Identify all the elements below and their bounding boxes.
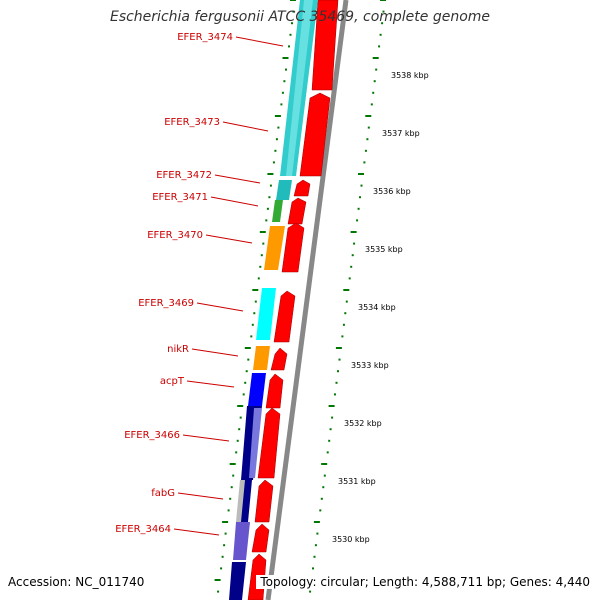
cog-block-navy-2 bbox=[241, 480, 252, 522]
scale-label-3530: 3530 kbp bbox=[332, 535, 370, 544]
cog-blocks bbox=[229, 0, 318, 600]
scale-label-3535: 3535 kbp bbox=[365, 245, 403, 254]
cog-block-aqua bbox=[256, 288, 276, 340]
gene-arrow bbox=[311, 0, 339, 91]
scale-label-3533: 3533 kbp bbox=[351, 361, 389, 370]
gene-arrow bbox=[273, 290, 296, 343]
gene-label-efer-3469: EFER_3469 bbox=[138, 298, 194, 309]
gene-label-nikr: nikR bbox=[167, 344, 189, 355]
gene-arrow bbox=[251, 523, 270, 553]
gene-label-efer-3466: EFER_3466 bbox=[124, 430, 180, 441]
gene-arrow bbox=[299, 92, 331, 177]
genome-backbone bbox=[265, 0, 349, 600]
scale-ticks bbox=[306, 0, 386, 593]
scale-label-3531: 3531 kbp bbox=[338, 477, 376, 486]
gene-label-efer-3473: EFER_3473 bbox=[164, 117, 220, 128]
gene-arrow bbox=[270, 347, 288, 371]
genome-title: Escherichia fergusonii ATCC 35469, compl… bbox=[109, 9, 491, 25]
gene-label-efer-3474: EFER_3474 bbox=[177, 32, 233, 43]
gene-arrow bbox=[254, 479, 274, 523]
topology-text: Topology: circular; Length: 4,588,711 bp… bbox=[256, 575, 590, 589]
gene-arrow bbox=[287, 197, 307, 225]
gene-label-efer-3472: EFER_3472 bbox=[156, 170, 212, 181]
cog-block-green bbox=[272, 200, 283, 222]
cog-block-orange bbox=[264, 226, 285, 270]
gene-label-efer-3470: EFER_3470 bbox=[147, 230, 203, 241]
gene-arrow bbox=[265, 373, 284, 409]
gene-arrow bbox=[257, 407, 281, 479]
gene-arrow bbox=[281, 222, 305, 273]
scale-label-3537: 3537 kbp bbox=[382, 129, 420, 138]
scale-label-3532: 3532 kbp bbox=[344, 419, 382, 428]
scale-label-3538: 3538 kbp bbox=[391, 71, 429, 80]
cog-block-purple bbox=[233, 522, 250, 560]
gene-label-efer-3471: EFER_3471 bbox=[152, 192, 208, 203]
gene-label-acpt: acpT bbox=[160, 376, 185, 387]
gc-content-ticks bbox=[214, 0, 296, 593]
scale-label-3534: 3534 kbp bbox=[358, 303, 396, 312]
cog-block-orange-small bbox=[253, 346, 270, 370]
cog-block-navy-3 bbox=[229, 562, 246, 600]
gene-arrow bbox=[293, 179, 311, 197]
cog-block-lavender bbox=[249, 408, 262, 478]
cog-block-blue bbox=[248, 373, 266, 406]
scale-label-3536: 3536 kbp bbox=[373, 187, 411, 196]
cog-block-cyan-light bbox=[286, 0, 313, 176]
gene-label-fabg: fabG bbox=[151, 488, 175, 499]
accession-text: Accession: NC_011740 bbox=[8, 575, 145, 589]
gene-label-efer-3464: EFER_3464 bbox=[115, 524, 171, 535]
cog-block-teal bbox=[276, 180, 292, 200]
label-leader-lines bbox=[173, 36, 284, 536]
